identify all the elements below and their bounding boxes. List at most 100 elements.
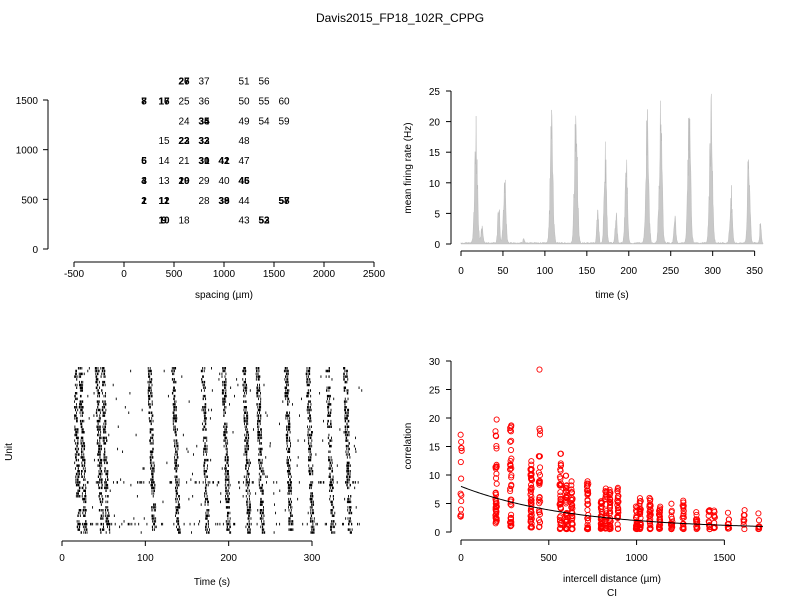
correlation-point xyxy=(656,515,663,522)
correlation-point xyxy=(741,507,748,514)
electrode-label: 54 xyxy=(258,116,270,127)
electrode-label: 15 xyxy=(158,136,170,147)
correlation-point xyxy=(637,509,644,516)
correlation-point xyxy=(606,496,614,503)
x-tick-label: 200 xyxy=(620,266,637,277)
correlation-point xyxy=(507,424,514,431)
electrode-label: 1 xyxy=(141,196,147,207)
raster-axes: 0 100 200 300 xyxy=(59,540,321,564)
x-tick-label: 1500 xyxy=(263,269,286,280)
correlation-point xyxy=(537,498,544,505)
correlation-point xyxy=(457,458,464,466)
correlation-point xyxy=(557,466,564,473)
x-tick-label: 1000 xyxy=(213,269,236,280)
correlation-point xyxy=(724,525,732,532)
correlation-point xyxy=(562,494,569,501)
correlation-point xyxy=(493,461,500,468)
correlation-point xyxy=(614,484,621,491)
electrode-label: 14 xyxy=(158,156,170,167)
correlation-point xyxy=(568,500,575,508)
correlation-point xyxy=(493,445,500,452)
correlation-point xyxy=(508,481,515,488)
raster-y-label: Unit xyxy=(4,443,15,461)
correlation-point xyxy=(528,500,535,507)
correlation-point xyxy=(614,521,621,528)
x-tick-label: 50 xyxy=(497,266,509,277)
correlation-point xyxy=(668,521,675,528)
electrode-label: 4 xyxy=(141,176,147,187)
electrode-label: 33 xyxy=(198,136,210,147)
correlation-point xyxy=(536,507,543,514)
correlation-point xyxy=(614,525,622,533)
raster-spikes xyxy=(74,367,363,534)
correlation-point xyxy=(528,514,535,521)
correlation-point xyxy=(527,471,534,478)
x-tick-label: 1500 xyxy=(713,553,736,564)
electrode-label: 60 xyxy=(278,96,290,107)
raster-panel: 0 100 200 300 Time (s) Unit xyxy=(4,367,363,588)
y-tick-label: 25 xyxy=(429,87,441,98)
correlation-axes: 0 500 1000 1500 0 5 10 15 20 25 30 xyxy=(429,357,736,564)
x-tick-label: 100 xyxy=(537,266,554,277)
correlation-point xyxy=(507,485,514,492)
correlation-point xyxy=(680,512,687,520)
correlation-point xyxy=(657,518,664,525)
x-tick-label: -500 xyxy=(64,269,84,280)
correlation-point xyxy=(615,505,622,512)
correlation-point xyxy=(508,518,515,526)
electrode-label: 10 xyxy=(158,216,170,227)
correlation-point xyxy=(646,494,653,502)
y-tick-label: 15 xyxy=(429,443,441,454)
correlation-point xyxy=(755,510,762,517)
correlation-point xyxy=(657,503,664,510)
correlation-point xyxy=(656,506,664,513)
electrode-label: 18 xyxy=(178,216,190,227)
electrode-label: 20 xyxy=(178,176,190,187)
correlation-point xyxy=(647,507,654,514)
x-tick-label: 500 xyxy=(166,269,183,280)
correlation-point xyxy=(557,521,564,528)
correlation-point xyxy=(492,518,499,525)
y-tick-label: 0 xyxy=(434,240,440,251)
correlation-point xyxy=(568,486,575,493)
correlation-point xyxy=(647,496,654,503)
correlation-point xyxy=(568,504,575,511)
electrode-label: 37 xyxy=(198,77,210,88)
electrode-label: 29 xyxy=(198,176,210,187)
y-tick-label: 5 xyxy=(434,500,440,511)
electrode-label: 56 xyxy=(258,77,270,88)
x-tick-label: 500 xyxy=(540,553,557,564)
firing-rate-area xyxy=(460,93,764,245)
correlation-point xyxy=(606,504,614,512)
correlation-point xyxy=(607,524,614,531)
correlation-point xyxy=(741,517,748,524)
correlation-point xyxy=(680,499,687,506)
electrode-label: 6 xyxy=(141,156,147,167)
electrode-label: 3 xyxy=(141,176,147,187)
correlation-point xyxy=(492,514,499,521)
correlation-point xyxy=(668,500,675,507)
correlation-point xyxy=(508,437,515,444)
y-tick-label: 25 xyxy=(429,386,441,397)
correlation-point xyxy=(536,509,543,516)
correlation-point xyxy=(458,444,465,451)
correlation-point xyxy=(537,427,544,434)
correlation-point xyxy=(535,496,543,503)
correlation-point xyxy=(606,508,613,515)
electrode-label: 16 xyxy=(158,96,170,107)
firing-rate-x-label: time (s) xyxy=(595,290,628,301)
correlation-point xyxy=(693,509,700,516)
correlation-point xyxy=(568,478,575,485)
correlation-point xyxy=(557,462,564,469)
electrode-label: 51 xyxy=(238,77,250,88)
correlation-point xyxy=(568,482,575,489)
correlation-point xyxy=(557,460,564,467)
correlation-point xyxy=(527,499,534,506)
correlation-point xyxy=(557,504,564,511)
correlation-point xyxy=(528,458,535,465)
electrode-label: 59 xyxy=(278,116,290,127)
correlation-point xyxy=(508,455,515,462)
x-tick-label: 150 xyxy=(578,266,595,277)
correlation-point xyxy=(557,450,564,457)
correlation-point xyxy=(536,519,544,526)
